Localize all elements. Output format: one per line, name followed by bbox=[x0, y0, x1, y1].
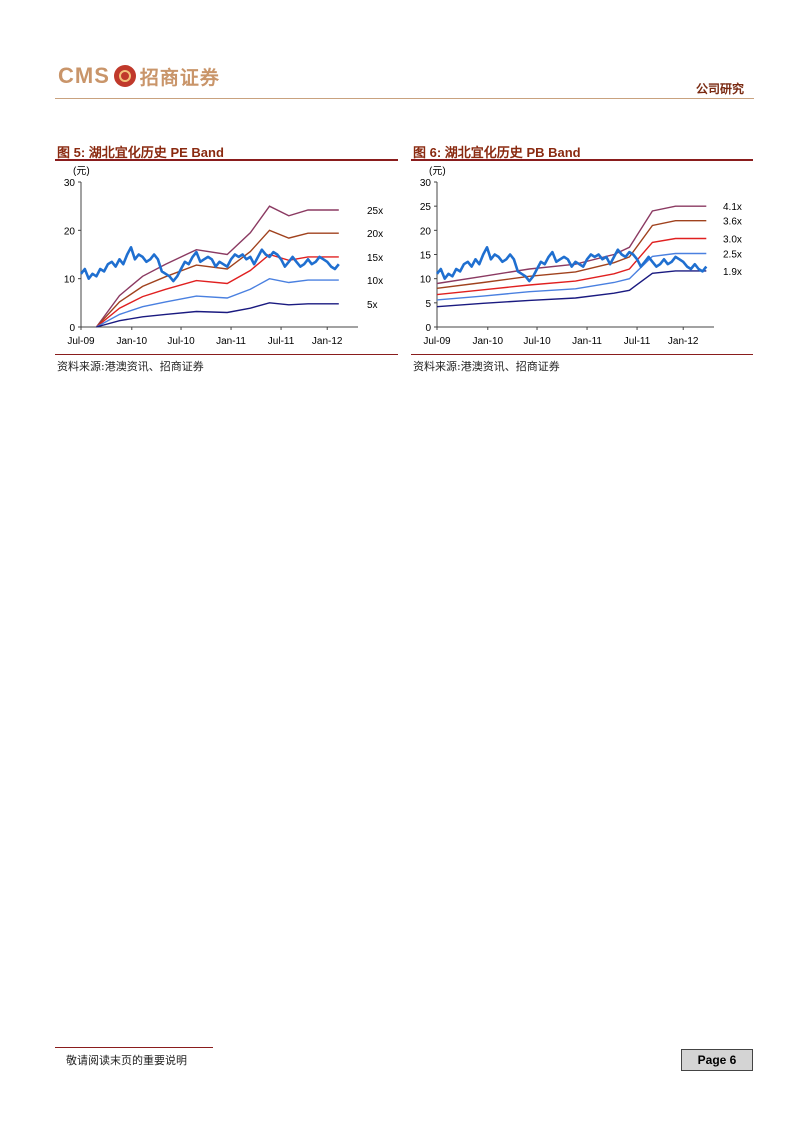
x-tick-label: Jul-10 bbox=[167, 336, 195, 347]
band-label-20x: 20x bbox=[367, 229, 383, 240]
logo-emblem-icon bbox=[113, 65, 136, 87]
x-tick-label: Jan-12 bbox=[668, 336, 699, 347]
header-divider bbox=[55, 98, 754, 99]
figure-6-source-rule bbox=[411, 354, 753, 355]
figure-6-number: 图 6: bbox=[413, 145, 442, 160]
figure-5-number: 图 5: bbox=[57, 145, 86, 160]
y-tick-label: 25 bbox=[420, 202, 432, 213]
x-tick-label: Jul-09 bbox=[423, 336, 451, 347]
y-tick-label: 15 bbox=[420, 251, 432, 262]
band-label-3.6x: 3.6x bbox=[723, 217, 742, 228]
unit-label: (元) bbox=[429, 166, 446, 177]
figure-6-source: 资料来源:港澳资讯、招商证券 bbox=[413, 360, 560, 373]
x-tick-label: Jul-11 bbox=[624, 336, 651, 347]
band-line-3.0x bbox=[436, 237, 707, 296]
unit-label: (元) bbox=[73, 166, 90, 177]
x-tick-label: Jan-11 bbox=[216, 336, 246, 347]
x-tick-label: Jan-10 bbox=[472, 336, 503, 347]
x-tick-label: Jul-09 bbox=[67, 336, 95, 347]
price-line bbox=[79, 246, 340, 283]
footer-divider bbox=[55, 1047, 213, 1048]
y-tick-label: 0 bbox=[425, 323, 431, 334]
figure-6-title-cn: 湖北宜化历史 bbox=[444, 146, 523, 161]
band-label-10x: 10x bbox=[367, 276, 383, 287]
figure-6-title-suffix: PB Band bbox=[526, 145, 581, 160]
x-tick-label: Jul-11 bbox=[268, 336, 295, 347]
y-tick-label: 10 bbox=[420, 275, 432, 286]
y-tick-label: 5 bbox=[425, 299, 431, 310]
section-label: 公司研究 bbox=[695, 82, 744, 96]
band-label-15x: 15x bbox=[367, 253, 383, 264]
y-tick-label: 20 bbox=[64, 226, 76, 237]
company-logo: CMS 招商证券 bbox=[58, 62, 220, 90]
y-tick-label: 30 bbox=[64, 178, 76, 189]
band-label-1.9x: 1.9x bbox=[723, 267, 742, 278]
band-line-20x bbox=[95, 229, 339, 328]
logo-chinese: 招商证券 bbox=[139, 66, 220, 89]
footer-disclaimer-note: 敬请阅读末页的重要说明 bbox=[66, 1054, 187, 1067]
band-label-3.0x: 3.0x bbox=[723, 235, 742, 246]
page-number: Page 6 bbox=[697, 1053, 737, 1067]
x-tick-label: Jan-10 bbox=[116, 336, 147, 347]
figure-5-source-rule bbox=[55, 354, 398, 355]
figure-5-source: 资料来源:港澳资讯、招商证券 bbox=[57, 360, 204, 373]
logo-latin: CMS bbox=[58, 63, 110, 88]
band-line-1.9x bbox=[436, 270, 707, 308]
pb-band-chart: (元) 0 5 10 15 20 25 30 Jul-09 Jan-10 Jul-10 Jan-11 J… bbox=[420, 166, 742, 347]
figure-6-title: 图 6: 湖北宜化历史 PB Band bbox=[413, 142, 581, 161]
x-tick-label: Jan-11 bbox=[572, 336, 602, 347]
figure-5-title-rule bbox=[55, 159, 398, 161]
figure-5-title-suffix: PE Band bbox=[170, 145, 224, 160]
band-line-5x bbox=[96, 302, 339, 328]
figure-5-title-cn: 湖北宜化历史 bbox=[88, 146, 167, 161]
y-tick-label: 0 bbox=[69, 323, 75, 334]
pe-band-chart: (元) 0 10 20 30 Jul-09 Jan-10 Jul-10 Jan-11 Jul-11… bbox=[64, 166, 383, 347]
band-line-3.6x bbox=[436, 220, 707, 289]
x-tick-label: Jul-10 bbox=[523, 336, 551, 347]
band-label-2.5x: 2.5x bbox=[723, 250, 742, 261]
x-tick-label: Jan-12 bbox=[312, 336, 343, 347]
price-line bbox=[435, 246, 708, 283]
band-label-4.1x: 4.1x bbox=[723, 202, 742, 213]
band-line-10x bbox=[96, 277, 339, 328]
page-number-box: Page 6 bbox=[681, 1049, 753, 1071]
figure-5-title: 图 5: 湖北宜化历史 PE Band bbox=[57, 142, 224, 161]
y-tick-label: 20 bbox=[420, 226, 432, 237]
band-line-2.5x bbox=[436, 252, 707, 301]
band-label-25x: 25x bbox=[367, 206, 383, 217]
y-tick-label: 10 bbox=[64, 275, 76, 286]
y-tick-label: 30 bbox=[420, 178, 432, 189]
band-line-25x bbox=[95, 205, 339, 328]
band-label-5x: 5x bbox=[367, 300, 378, 311]
figure-6-title-rule bbox=[411, 159, 753, 161]
